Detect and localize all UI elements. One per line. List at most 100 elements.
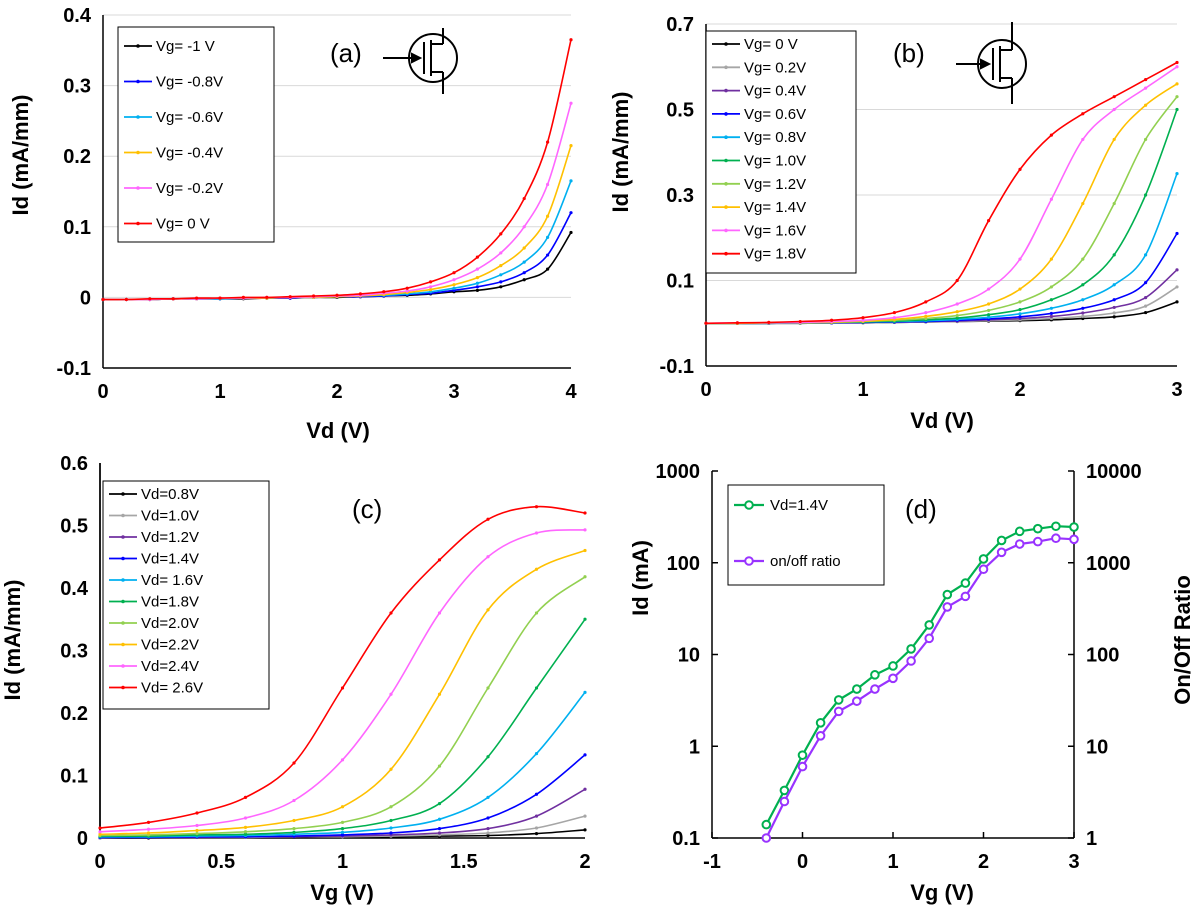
panel-c-data-point [534,567,539,571]
panel-b-data-point [1049,311,1053,316]
panel-b-data-point [1049,314,1053,319]
panel-a-legend-label: Vg= -0.2V [156,180,223,197]
panel-a-data-point [218,296,222,300]
panel-a: -0.1 0 0.1 0.2 0.3 0.4 0 1 2 3 4 Vg= -1 V Vg= -0.8V V… [57,5,578,403]
panel-c-data-point [243,830,248,834]
panel-a-legend-label: Vg= -0.4V [156,145,223,162]
panel-c-data-point [340,805,345,809]
panel-b-data-point [1081,314,1085,319]
panel-c-data-point [437,692,442,696]
panel-d-xtick-label: 3 [1068,851,1079,873]
panel-d-legend-label: on/off ratio [770,553,841,570]
panel-c-data-point [243,832,248,836]
panel-c-data-point [389,611,393,615]
panel-c-data-point [437,764,442,768]
panel-d-ytick-right-label: 1 [1086,828,1097,850]
panel-c-data-point [583,690,587,694]
panel-b-data-point [1175,60,1179,65]
panel-c-data-point [146,827,151,831]
panel-c-ytick-label: 0 [77,828,88,850]
panel-a-data-point [312,294,316,298]
panel-c-data-point [486,827,490,831]
panel-d-data-point [1014,539,1025,549]
panel-a-legend [117,26,275,243]
panel-c-data-point [486,555,490,559]
panel-b-data-point [1112,298,1116,302]
panel-d-data-point [924,633,935,644]
panel-a-tag: (a) [330,38,362,68]
panel-c-data-point [195,811,199,815]
panel-a-data-point [522,278,526,282]
panel-a-data-point [522,260,526,264]
panel-b-xtick-label: 2 [1014,379,1025,401]
panel-d-ytick-right-label: 10 [1086,736,1108,758]
panel-c-legend-marker [121,556,125,561]
panel-b-legend [705,30,857,274]
panel-a-data-point [499,251,503,255]
panel-b-ytick-label: 0.1 [666,271,694,293]
panel-c-data-point [437,827,442,831]
panel-c-data-point [98,830,102,834]
panel-a-data-point [569,211,573,215]
panel-b-data-point [1144,253,1148,257]
panel-c-data-point [195,832,199,836]
panel-b-data-point [1081,306,1085,310]
panel-a-ytick-label: -0.1 [57,358,91,380]
panel-b-data-point [1175,82,1179,86]
panel-d-xtick-label: 1 [887,851,898,873]
panel-b-legend-marker [724,42,728,46]
panel-a-data-point [546,235,550,239]
panel-c-legend-label: Vd=2.0V [141,615,199,632]
panel-b-data-point [1112,253,1116,257]
panel-a-data-point [569,38,573,42]
panel-a-legend-marker [136,150,140,155]
panel-b-data-point [1144,281,1148,285]
panel-d-data-point [906,644,916,654]
panel-b-data-point [1081,112,1085,116]
panel-b-legend-label: Vg= 0.2V [744,59,806,76]
panel-d-ytick-right-label: 100 [1086,645,1119,667]
panel-c-series-line [99,529,586,833]
panel-d-ytick-label: 10 [678,645,700,667]
panel-c-data-point [437,817,442,821]
panel-c-data-point [340,686,345,690]
panel-a-legend-marker [136,221,140,226]
panel-a-legend-label: Vg= -0.8V [156,74,223,91]
panel-a-data-point [265,295,269,299]
panel-c-data-point [583,511,587,515]
panel-d-ytick-label: 0.1 [672,828,700,850]
panel-c-data-point [437,558,442,562]
panel-c-legend-label: Vd=2.4V [141,658,199,675]
panel-c-legend-marker [121,621,125,625]
panel-c-legend-marker [121,664,125,668]
panel-d-data-point [1033,536,1043,547]
panel-d-data-point [960,578,971,588]
panel-a-data-point [569,144,573,148]
panel-a-data-point [429,280,433,284]
panel-c-data-point [146,831,151,835]
panel-b-xlabel: Vd (V) [910,408,974,433]
panel-a-data-point [405,286,409,290]
panel-b-data-point [1112,137,1116,142]
panel-d-data-point [1051,533,1061,544]
panel-c-data-point [292,830,296,834]
panel-b-data-point [1175,172,1179,176]
panel-d-data-point [761,833,772,843]
panel-a-data-point [452,271,456,275]
panel-c-xtick-label: 2 [579,851,590,873]
panel-b-data-point [1112,311,1116,315]
panel-d-data-point [761,819,772,830]
panel-c-legend-marker [121,578,125,582]
panel-a-data-point [382,290,386,294]
panel-b-legend-label: Vg= 0 V [744,36,798,53]
panel-c-legend-marker [121,513,125,518]
panel-c-ytick-label: 0.3 [60,641,88,663]
panel-d-xtick-label: 2 [978,851,989,873]
panel-c-data-point [486,517,490,521]
panel-d-ytick-label: 1 [689,736,700,758]
panel-b-data-point [1112,315,1116,319]
panel-d-data-point [978,554,989,564]
panel-a-data-point [124,297,128,302]
panel-b-data-point [798,319,802,324]
panel-b-data-point [1144,77,1148,82]
